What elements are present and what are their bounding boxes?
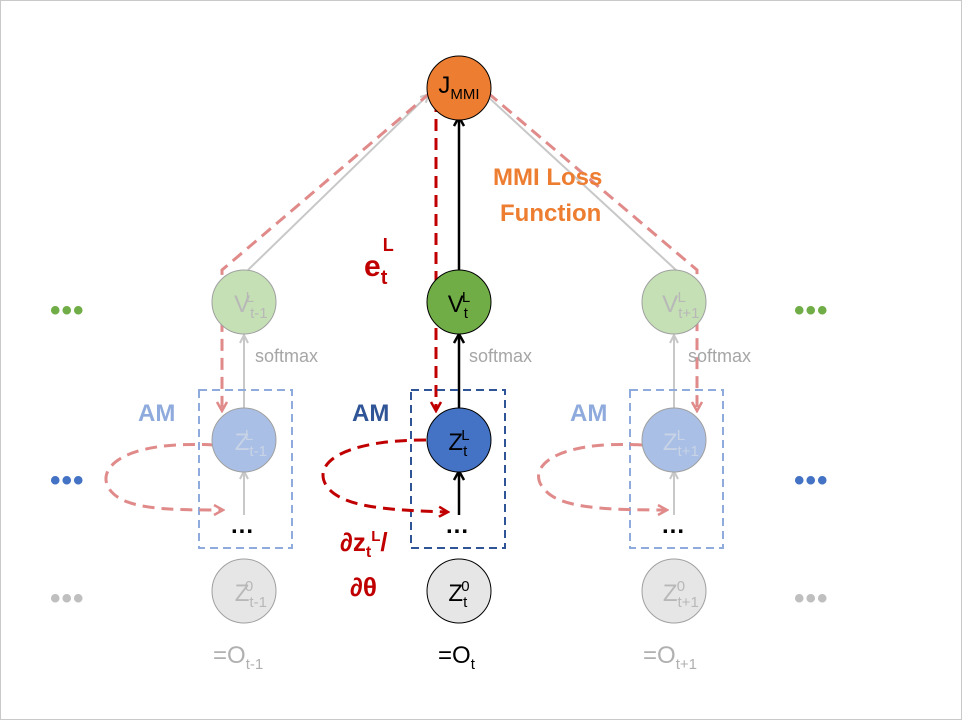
z-top-left-circle xyxy=(211,407,277,473)
v-node-left-label: Vt-1L xyxy=(234,289,268,322)
z-bottom-right-circle xyxy=(641,558,707,624)
recurrent-loop-center xyxy=(321,438,447,512)
loss-node-label: JMMI xyxy=(438,72,480,103)
am-box-left xyxy=(198,389,293,549)
am-box-center xyxy=(410,389,506,549)
softmax-label-right: softmax xyxy=(688,346,752,366)
side-dots-left-green: ••• xyxy=(50,294,85,327)
ellipsis-left: ... xyxy=(231,512,255,539)
softmax-label-left: softmax xyxy=(255,346,319,366)
loss-function-label: MMI Loss Function xyxy=(493,160,602,232)
loss-function-label-line2: Function xyxy=(500,200,602,227)
side-dots-left-blue: ••• xyxy=(50,464,85,497)
recurrent-loop-left xyxy=(104,442,222,510)
v-node-left-circle xyxy=(211,269,277,335)
softmax-label-center: softmax xyxy=(469,346,533,366)
obs-label-center: =Ot xyxy=(438,642,475,673)
gradient-label: ∂ztL/ ∂θ xyxy=(340,520,388,604)
am-label-center: AM xyxy=(352,400,390,427)
error-path-right xyxy=(487,91,697,410)
ellipsis-center: ... xyxy=(446,512,470,539)
error-label: et L xyxy=(364,235,394,289)
edge-v-left-to-j xyxy=(247,95,428,271)
loss-function-label-line1: MMI Loss xyxy=(493,164,603,191)
v-node-center-circle xyxy=(426,269,492,335)
v-node-right-label: Vt+1L xyxy=(662,289,700,322)
z-top-center-label: ZtL xyxy=(448,427,470,460)
z-bottom-left-label: Zt-10 xyxy=(234,578,267,611)
z-top-left-label: Zt-1L xyxy=(234,427,267,460)
side-dots-right-blue: ••• xyxy=(794,464,829,497)
z-bottom-center-label: Zt0 xyxy=(448,578,470,611)
side-dots-right-green: ••• xyxy=(794,294,829,327)
edge-v-right-to-j xyxy=(486,95,677,271)
v-node-center-label: VtL xyxy=(447,289,471,322)
z-bottom-right-label: Zt+10 xyxy=(662,578,699,611)
z-bottom-center-circle xyxy=(426,558,492,624)
gradient-label-line2: ∂θ xyxy=(350,572,377,602)
ellipsis-right: ... xyxy=(662,512,686,539)
side-dots-left-gray: ••• xyxy=(50,582,85,615)
error-path-left xyxy=(222,91,431,410)
z-bottom-left-circle xyxy=(211,558,277,624)
am-box-right xyxy=(629,389,724,549)
obs-label-left: =Ot-1 xyxy=(213,642,264,673)
side-dots-right-gray: ••• xyxy=(794,582,829,615)
v-node-right-circle xyxy=(641,269,707,335)
am-label-left: AM xyxy=(138,400,176,427)
recurrent-loop-right xyxy=(537,442,666,510)
obs-label-right: =Ot+1 xyxy=(643,642,697,673)
z-top-center-circle xyxy=(426,407,492,473)
gradient-label-line1: ∂ztL/ xyxy=(340,527,388,561)
am-label-right: AM xyxy=(570,400,608,427)
loss-node-circle xyxy=(426,55,492,121)
z-top-right-circle xyxy=(641,407,707,473)
z-top-right-label: Zt+1L xyxy=(662,427,699,460)
